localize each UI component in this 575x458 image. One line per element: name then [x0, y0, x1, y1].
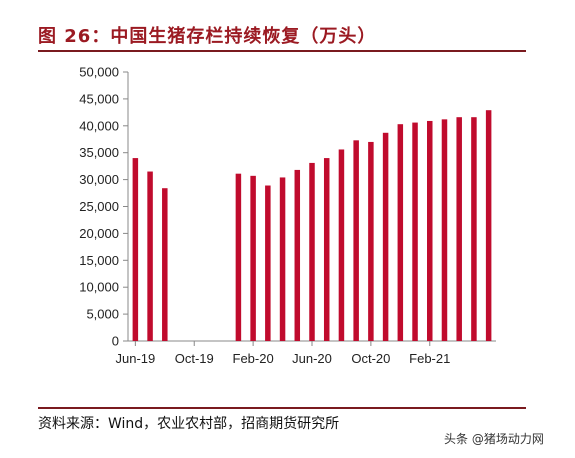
bar	[309, 162, 315, 341]
bar	[471, 117, 477, 341]
source-rule	[38, 407, 526, 409]
y-tick-label: 35,000	[79, 145, 119, 160]
x-tick-label: Jun-19	[115, 351, 155, 366]
bar	[485, 110, 492, 341]
bar	[132, 158, 139, 341]
y-tick-label: 40,000	[79, 118, 119, 133]
bar	[368, 141, 374, 341]
y-tick-label: 30,000	[79, 172, 119, 187]
bar	[353, 140, 359, 341]
y-tick-label: 0	[112, 334, 119, 349]
source-note: 资料来源：Wind，农业农村部，招商期货研究所	[38, 416, 340, 432]
bar	[265, 185, 271, 341]
x-tick-label: Jun-20	[292, 351, 332, 366]
bar	[235, 173, 242, 341]
bar	[279, 177, 286, 341]
bar	[250, 175, 256, 341]
y-tick-label: 50,000	[79, 65, 119, 80]
y-tick-label: 10,000	[79, 280, 119, 295]
y-tick-label: 45,000	[79, 91, 119, 106]
title-rule	[38, 50, 526, 52]
bar	[397, 124, 404, 341]
bar	[382, 132, 389, 341]
bar	[441, 119, 448, 342]
bar	[456, 117, 462, 341]
bar	[294, 169, 301, 341]
x-tick-label: Oct-20	[351, 351, 390, 366]
bar	[162, 188, 168, 341]
chart-bars	[132, 110, 492, 342]
x-tick-labels: Jun-19 Oct-19 Feb-20 Jun-20 Oct-20 Feb-21	[115, 351, 450, 366]
y-tick-label: 5,000	[86, 307, 119, 322]
bar	[338, 149, 345, 341]
bar	[147, 171, 153, 341]
y-tick-label: 25,000	[79, 199, 119, 214]
bar	[427, 120, 433, 341]
x-tick-label: Oct-19	[175, 351, 214, 366]
watermark: 头条 @猪场动力网	[444, 432, 544, 446]
chart-title: 图 26：中国生猪存栏持续恢复（万头）	[38, 26, 377, 47]
bar	[412, 122, 418, 342]
x-tick-label: Feb-20	[233, 351, 274, 366]
y-tick-labels: 0 5,000 10,000 15,000 20,000 25,000 30,000 35,0…	[79, 65, 119, 349]
y-tick-label: 20,000	[79, 226, 119, 241]
x-tick-label: Feb-21	[409, 351, 450, 366]
bar	[323, 158, 330, 341]
y-tick-label: 15,000	[79, 253, 119, 268]
